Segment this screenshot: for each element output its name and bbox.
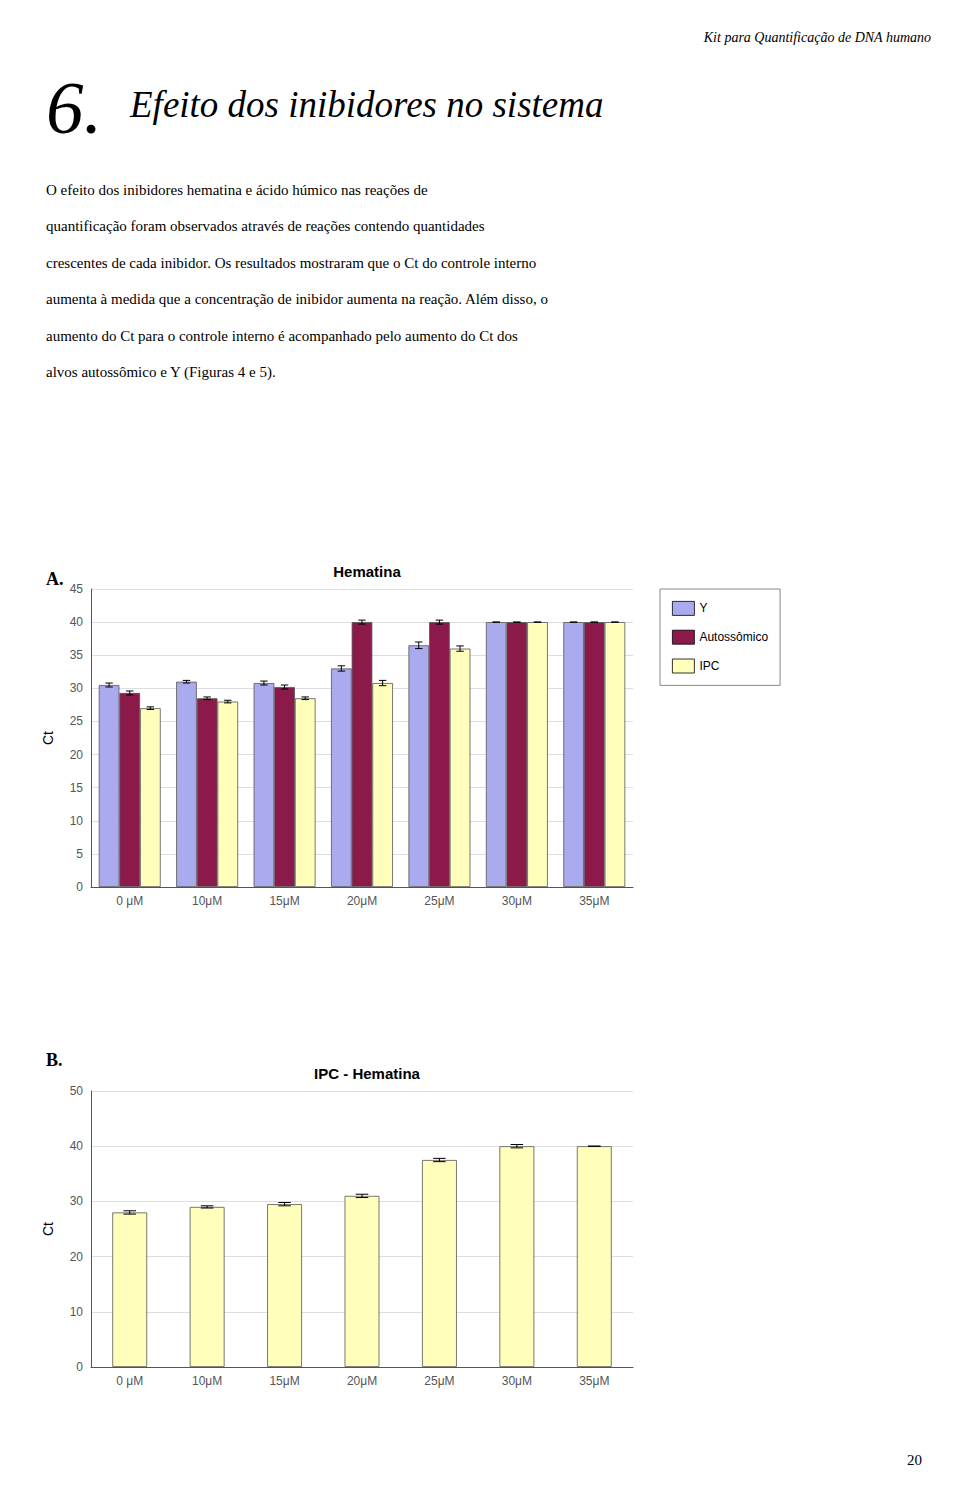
svg-text:25: 25 <box>70 714 84 728</box>
svg-text:Autossômico: Autossômico <box>699 630 768 644</box>
svg-text:0 μM: 0 μM <box>116 1374 143 1388</box>
svg-text:15μM: 15μM <box>269 894 299 908</box>
svg-text:15: 15 <box>70 781 84 795</box>
svg-text:alvos autossômico e Y (Figuras: alvos autossômico e Y (Figuras 4 e 5). <box>46 364 276 381</box>
svg-text:25μM: 25μM <box>424 1374 454 1388</box>
svg-text:O efeito dos inibidores hemati: O efeito dos inibidores hematina e ácido… <box>46 182 428 198</box>
svg-text:30μM: 30μM <box>502 894 532 908</box>
svg-text:Ct: Ct <box>40 1222 56 1236</box>
svg-text:35: 35 <box>70 648 84 662</box>
svg-text:25μM: 25μM <box>424 894 454 908</box>
svg-text:30μM: 30μM <box>502 1374 532 1388</box>
svg-text:10μM: 10μM <box>192 894 222 908</box>
svg-text:20: 20 <box>907 1452 922 1468</box>
svg-text:10μM: 10μM <box>192 1374 222 1388</box>
svg-text:Ct: Ct <box>40 731 56 745</box>
svg-text:45: 45 <box>70 582 84 596</box>
svg-text:IPC - Hematina: IPC - Hematina <box>314 1065 421 1082</box>
svg-text:0 μM: 0 μM <box>116 894 143 908</box>
svg-text:30: 30 <box>70 681 84 695</box>
svg-text:10: 10 <box>70 814 84 828</box>
svg-text:aumenta à medida que a concent: aumenta à medida que a concentração de i… <box>46 291 548 307</box>
svg-text:B.: B. <box>46 1050 63 1070</box>
svg-text:35μM: 35μM <box>579 894 609 908</box>
svg-text:Y: Y <box>699 601 707 615</box>
svg-text:30: 30 <box>70 1194 84 1208</box>
svg-text:aumento do Ct para o controle: aumento do Ct para o controle interno é … <box>46 328 518 344</box>
svg-text:5: 5 <box>76 847 83 861</box>
svg-text:6.: 6. <box>46 66 102 149</box>
svg-text:IPC: IPC <box>699 659 719 673</box>
svg-text:35μM: 35μM <box>579 1374 609 1388</box>
svg-text:Efeito dos inibidores no siste: Efeito dos inibidores no sistema <box>129 84 603 125</box>
svg-text:Kit para Quantificação de DNA: Kit para Quantificação de DNA humano <box>703 30 931 45</box>
svg-text:40: 40 <box>70 1139 84 1153</box>
svg-text:20: 20 <box>70 1250 84 1264</box>
svg-text:10: 10 <box>70 1305 84 1319</box>
svg-text:0: 0 <box>76 1360 83 1374</box>
svg-text:Hematina: Hematina <box>333 563 401 580</box>
svg-text:20: 20 <box>70 748 84 762</box>
svg-text:0: 0 <box>76 880 83 894</box>
svg-text:quantificação foram observados: quantificação foram observados através d… <box>46 218 485 234</box>
svg-text:20μM: 20μM <box>347 1374 377 1388</box>
svg-text:crescentes de cada inibidor. O: crescentes de cada inibidor. Os resultad… <box>46 255 536 271</box>
svg-text:50: 50 <box>70 1084 84 1098</box>
svg-text:15μM: 15μM <box>269 1374 299 1388</box>
svg-text:40: 40 <box>70 615 84 629</box>
svg-text:A.: A. <box>46 569 64 589</box>
svg-text:20μM: 20μM <box>347 894 377 908</box>
